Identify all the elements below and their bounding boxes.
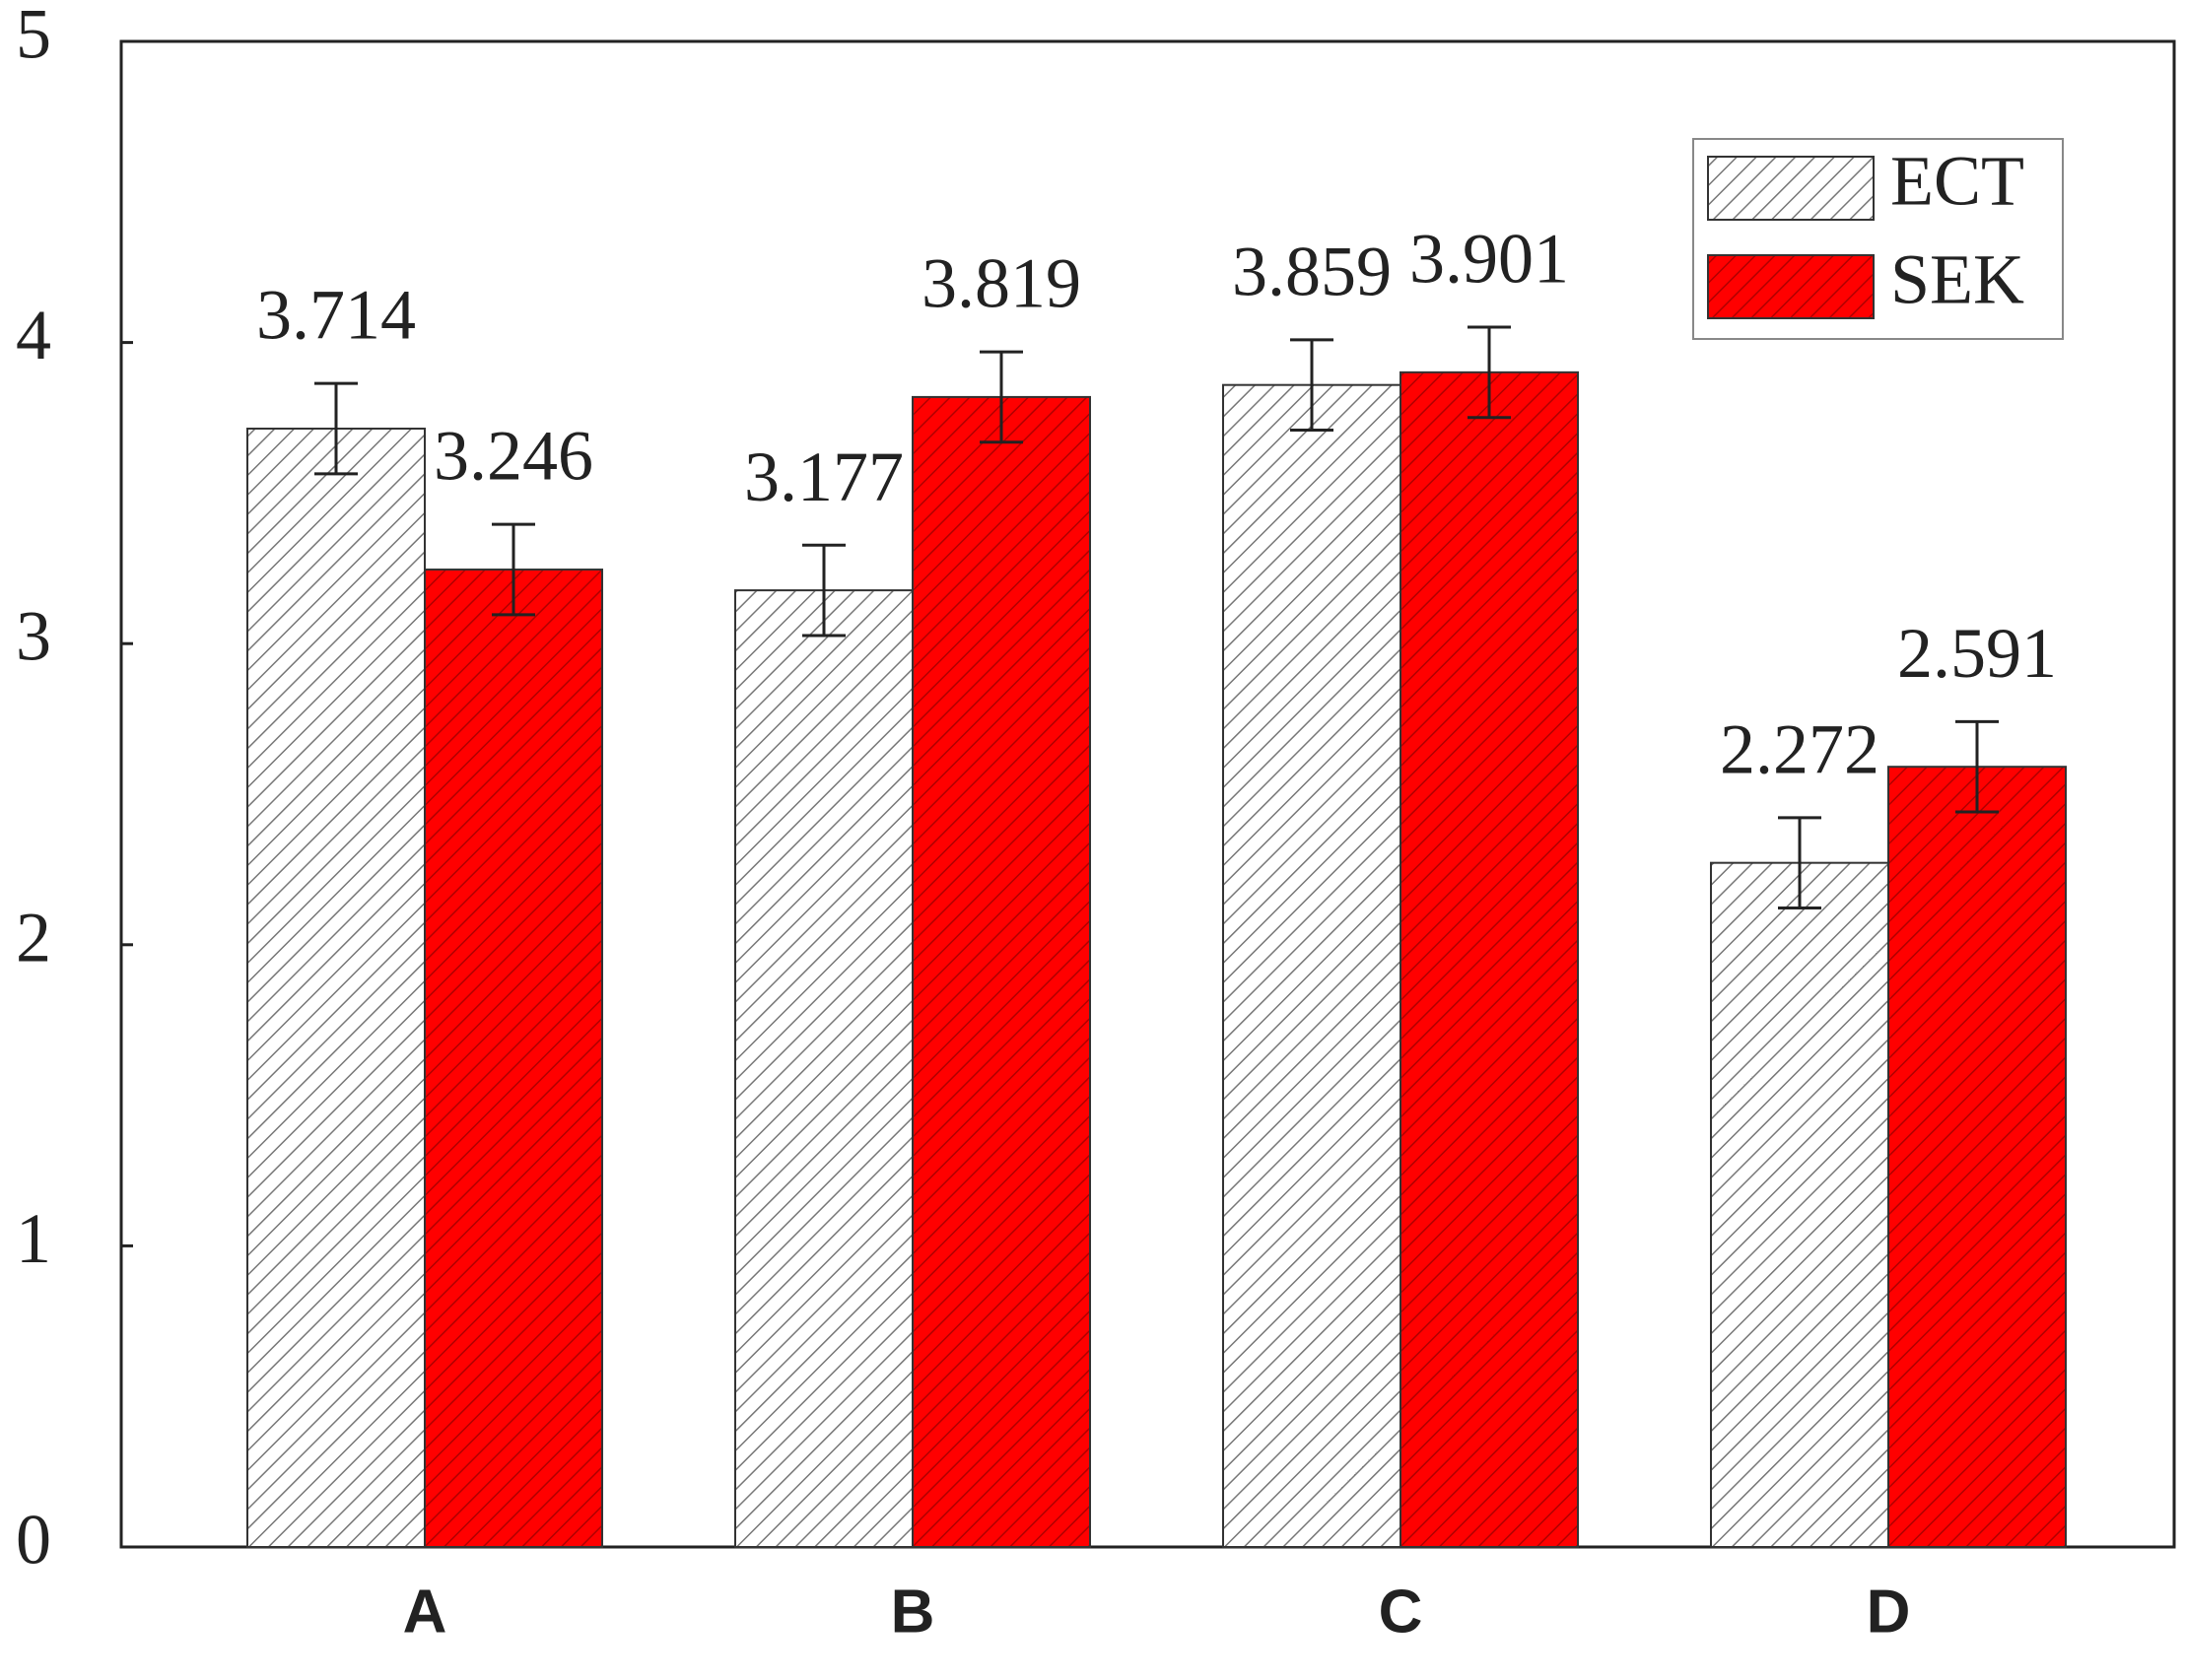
y-tick-label: 1	[16, 1199, 51, 1278]
x-tick-label: B	[891, 1578, 935, 1646]
y-tick-label: 5	[16, 0, 51, 74]
legend-label: SEK	[1890, 240, 2024, 319]
legend-label: ECT	[1890, 142, 2024, 221]
y-tick-label: 3	[16, 597, 51, 676]
value-label: 3.819	[922, 244, 1081, 323]
value-label: 3.714	[256, 276, 416, 355]
bar	[1887, 766, 2067, 1548]
x-tick-label: C	[1379, 1578, 1423, 1646]
legend-swatch	[1707, 156, 1875, 221]
bar	[912, 395, 1091, 1549]
bar	[734, 589, 914, 1548]
value-label: 3.859	[1232, 232, 1392, 310]
value-label: 3.246	[434, 417, 593, 496]
bar	[424, 569, 603, 1548]
bar	[1710, 861, 1889, 1548]
y-tick-label: 0	[16, 1501, 51, 1579]
bar	[1222, 383, 1401, 1549]
x-tick-label: D	[1867, 1578, 1911, 1646]
bar	[1400, 370, 1579, 1549]
value-label: 3.901	[1409, 220, 1569, 299]
x-tick-label: A	[403, 1578, 447, 1646]
value-label: 2.272	[1720, 709, 1879, 788]
value-label: 2.591	[1897, 614, 2057, 693]
bar	[246, 428, 426, 1548]
legend-swatch	[1707, 254, 1875, 319]
value-label: 3.177	[744, 437, 904, 516]
y-tick-label: 2	[16, 898, 51, 976]
y-tick-label: 4	[16, 296, 51, 374]
plot-frame	[119, 39, 2176, 1549]
